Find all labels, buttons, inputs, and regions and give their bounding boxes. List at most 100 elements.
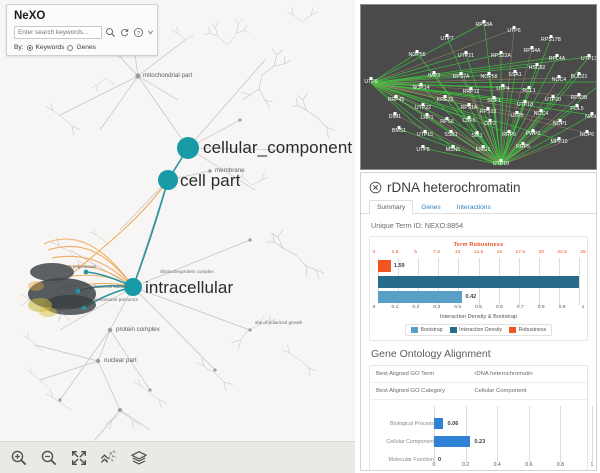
tree-node-label-mitochondrial-part[interactable]: mitochondrial part — [143, 72, 193, 79]
tree-node-label-ribonucleoprotein-complex[interactable]: ribonucleoprotein complex — [160, 269, 214, 274]
search-input[interactable] — [14, 26, 102, 39]
fit-screen-icon[interactable] — [70, 449, 88, 467]
tree-node-label-site-of-polarized-growth[interactable]: site of polarized growth — [255, 320, 303, 325]
network-gene-label[interactable]: NOC4 — [534, 111, 549, 117]
network-gene-label[interactable]: RPS9B — [570, 95, 588, 101]
network-gene-label[interactable]: SOF1 — [487, 98, 501, 104]
network-gene-label[interactable]: BUD21 — [571, 74, 588, 80]
network-gene-label[interactable]: CBF5 — [462, 118, 475, 124]
help-icon[interactable]: ? — [133, 27, 144, 38]
network-gene-label[interactable]: POL5 — [570, 106, 583, 112]
network-gene-label[interactable]: RPS7A — [452, 74, 470, 80]
network-gene-label[interactable]: RRP5 — [516, 144, 530, 150]
tree-graph[interactable] — [0, 0, 355, 473]
network-gene-label[interactable]: UTP7 — [440, 36, 453, 42]
gene-interaction-network-panel[interactable]: UTP9 NOP56 UTP7 RPS8A UTP6 RPS17B UTP21 RPS22A R… — [360, 4, 597, 170]
tree-node-label-cellular-component[interactable]: cellular_component — [203, 138, 353, 157]
network-gene-label[interactable]: SSA1 — [508, 72, 521, 78]
network-gene-label[interactable]: KRE33 — [437, 97, 454, 103]
network-gene-label[interactable]: NAN1 — [585, 114, 597, 120]
tree-node-label-membrane[interactable]: membrane — [215, 167, 245, 174]
network-gene-label[interactable]: IMP3 — [428, 73, 440, 79]
network-gene-label[interactable]: NOP56 — [408, 52, 425, 58]
network-gene-label[interactable]: RPS8A — [475, 22, 493, 28]
network-gene-label[interactable]: UTP21 — [458, 53, 474, 59]
tree-node-label-rna-polymerase[interactable]: RNA polymerase — [62, 264, 97, 269]
network-gene-label[interactable]: SSB1 — [444, 132, 457, 138]
chevron-down-icon[interactable] — [147, 28, 154, 37]
network-gene-label[interactable]: RPS17B — [541, 37, 561, 43]
network-gene-label[interactable]: RPS1A — [460, 105, 478, 111]
network-gene-label[interactable]: RCL1 — [522, 88, 535, 94]
network-gene-label[interactable]: UTP15 — [417, 132, 433, 138]
network-gene-label[interactable]: UTP13 — [581, 56, 597, 62]
network-gene-label[interactable]: UTP8 — [416, 147, 429, 153]
legend-item[interactable]: Bootstrap — [410, 327, 443, 333]
network-gene-label[interactable]: RPS13 — [480, 109, 497, 115]
tree-node-label-nucleolus[interactable]: nucleolus — [56, 307, 76, 312]
tab-genes[interactable]: Genes — [421, 204, 441, 211]
network-gene-label[interactable]: UTP18 — [517, 102, 533, 108]
radio-genes[interactable] — [67, 44, 74, 51]
network-gene-label[interactable]: UTP20 — [545, 97, 561, 103]
network-gene-label[interactable]: HSC82 — [529, 65, 546, 71]
network-gene-label[interactable]: RPS4A — [523, 48, 541, 54]
network-gene-label[interactable]: RRP12 — [463, 89, 480, 95]
network-gene-label[interactable]: UTP22 — [415, 105, 431, 111]
network-gene-label[interactable]: SIK1 — [471, 133, 482, 139]
network-gene-label[interactable]: RPS22A — [491, 53, 511, 59]
network-gene-label[interactable]: DIP2 — [484, 121, 496, 127]
tree-highlighted-nodes[interactable] — [124, 137, 199, 296]
network-gene-label[interactable]: EMG1 — [476, 147, 491, 153]
legend-item[interactable]: Interaction Density — [449, 327, 502, 333]
zoom-in-icon[interactable] — [10, 449, 28, 467]
search-panel[interactable]: NeXO ? By: — [6, 4, 158, 56]
network-gene-label[interactable]: ENP1 — [596, 81, 597, 87]
legend-item[interactable]: Robustness — [509, 327, 546, 333]
network-gene-label[interactable]: NOP58 — [480, 74, 497, 80]
close-icon[interactable] — [369, 181, 382, 194]
network-gene-label[interactable]: RRP9 — [502, 132, 516, 138]
hierarchy-tree-panel[interactable]: cellular_component cell part intracellul… — [0, 0, 355, 473]
network-gene-label[interactable]: MSN5 — [446, 147, 461, 153]
network-gene-label[interactable]: RRP45 — [388, 97, 405, 103]
reset-icon[interactable] — [119, 27, 130, 38]
tab-summary[interactable]: Summary — [369, 200, 414, 214]
network-gene-label[interactable]: LHP1 — [421, 115, 434, 121]
collapse-icon[interactable] — [100, 449, 118, 467]
network-gene-label[interactable]: UTP4 — [496, 86, 509, 92]
network-gene-label[interactable]: PWP2 — [526, 131, 541, 137]
zoom-out-icon[interactable] — [40, 449, 58, 467]
network-nodes[interactable]: UTP9 NOP56 UTP7 RPS8A UTP6 RPS17B UTP21 RPS22A R… — [364, 20, 597, 167]
tree-node-label-ribosomal-subunit[interactable]: ribosomal subunit — [92, 284, 129, 289]
network-graph[interactable]: UTP9 NOP56 UTP7 RPS8A UTP6 RPS17B UTP21 RPS22A R… — [361, 5, 597, 170]
network-gene-label[interactable]: UTP6 — [507, 28, 520, 34]
network-gene-label[interactable]: NOP6 — [580, 132, 594, 138]
tree-node-label-cell-part[interactable]: cell part — [180, 171, 241, 190]
network-gene-label[interactable]: NOP1 — [553, 121, 567, 127]
tree-node-label-preribosome-precursor[interactable]: preribosome precursor — [92, 297, 139, 302]
tree-nodes-subcluster[interactable] — [75, 269, 89, 311]
network-gene-label[interactable]: MPP10 — [550, 139, 567, 145]
network-gene-label[interactable]: UTP5 — [510, 113, 523, 119]
detail-tabs[interactable]: Summary Genes Interactions — [361, 199, 596, 214]
tab-interactions[interactable]: Interactions — [456, 204, 491, 211]
tree-node-label-intracellular[interactable]: intracellular — [145, 278, 234, 297]
tree-node-label-nuclear-part[interactable]: nuclear part — [104, 357, 137, 364]
tree-toolbar[interactable] — [0, 441, 355, 473]
search-icon[interactable] — [105, 27, 116, 38]
network-gene-label[interactable]: NOC4 — [552, 77, 567, 83]
search-row[interactable]: ? — [14, 26, 154, 39]
network-gene-label[interactable]: UTP10 — [493, 161, 509, 167]
radio-keywords[interactable] — [26, 44, 33, 51]
network-gene-label[interactable]: UTP9 — [364, 79, 377, 85]
network-gene-label[interactable]: RPL4A — [549, 56, 566, 62]
search-by-row[interactable]: By: Keywords Genes — [14, 44, 150, 51]
network-gene-label[interactable]: DIM1 — [389, 114, 402, 120]
network-gene-label[interactable]: BMS1 — [392, 128, 406, 134]
network-gene-label[interactable]: RPS6 — [440, 119, 454, 125]
tree-node-label-protein-complex[interactable]: protein complex — [116, 326, 160, 333]
layers-icon[interactable] — [130, 449, 148, 467]
network-gene-label[interactable]: NOP14 — [412, 85, 429, 91]
tree-nodes[interactable] — [58, 73, 252, 412]
